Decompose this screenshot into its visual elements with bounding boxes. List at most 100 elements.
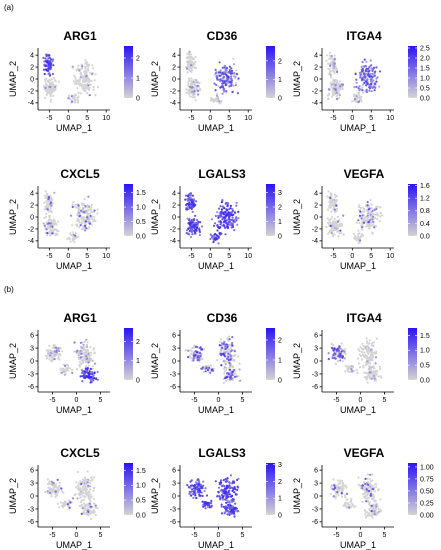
cell-point [190, 77, 193, 80]
cell-point [329, 221, 332, 224]
cell-point [372, 370, 375, 373]
x-axis-label: UMAP_1 [340, 405, 376, 415]
cell-point [86, 481, 89, 484]
cell-point [372, 488, 375, 491]
cell-point [81, 65, 84, 68]
cell-point [70, 95, 73, 98]
cell-point [226, 208, 229, 212]
cell-point [336, 225, 339, 228]
y-tick-label: 6 [172, 468, 176, 475]
cell-point [364, 477, 367, 480]
cell-point [55, 494, 59, 497]
cell-point [330, 86, 333, 89]
cell-point [372, 215, 375, 218]
panel-title: ITGA4 [346, 29, 382, 43]
cell-point [92, 85, 95, 89]
cell-point [369, 359, 372, 362]
cell-point [84, 205, 87, 208]
cell-point [83, 370, 86, 373]
cell-point [80, 362, 83, 366]
cell-point [77, 64, 80, 67]
x-tick-label: -5 [49, 397, 55, 404]
cell-point [78, 84, 82, 87]
cell-point [48, 83, 52, 86]
x-tick-label: 5 [227, 253, 231, 260]
cell-point [334, 362, 337, 365]
cell-point [81, 371, 84, 375]
cell-point [199, 494, 202, 497]
cell-point [93, 352, 96, 355]
cell-point [365, 84, 368, 87]
cell-point [239, 379, 242, 382]
cell-point [335, 207, 339, 210]
cell-point [81, 341, 84, 344]
cell-point [190, 350, 193, 353]
cell-point [366, 344, 369, 347]
cell-point [214, 68, 217, 71]
cell-point [188, 53, 191, 56]
cell-point [222, 211, 225, 214]
cell-point [377, 214, 380, 217]
colorbar-tick-label: 3 [278, 190, 282, 197]
cell-point [375, 80, 378, 83]
cell-point [190, 218, 193, 221]
cell-point [365, 67, 368, 70]
cell-point [74, 203, 77, 207]
colorbar-tick-label: 3 [278, 462, 282, 469]
cell-point [74, 205, 77, 208]
cell-point [93, 218, 96, 221]
x-axis-label: UMAP_1 [340, 540, 376, 550]
cell-point [233, 372, 236, 375]
cell-point [332, 66, 335, 70]
cell-point [224, 345, 227, 348]
cell-point [46, 490, 49, 493]
colorbar-tick-label: 0.5 [136, 498, 146, 505]
cell-point [224, 84, 227, 87]
cell-point [192, 493, 195, 496]
cell-point [358, 349, 361, 352]
cell-point [212, 240, 215, 244]
cell-point [87, 506, 90, 509]
cell-point [355, 369, 358, 372]
cell-point [234, 493, 237, 496]
cell-point [368, 514, 371, 517]
cell-point [210, 499, 213, 502]
cell-point [186, 484, 189, 487]
cell-point [96, 212, 99, 215]
cell-point [199, 354, 202, 357]
cell-point [187, 194, 190, 198]
cell-point [72, 238, 75, 241]
cell-point [190, 64, 193, 67]
cell-point [223, 216, 226, 219]
cell-point [82, 502, 86, 505]
cell-point [221, 72, 224, 75]
cell-point [336, 70, 339, 73]
cell-point [334, 84, 337, 87]
cell-point [210, 218, 214, 221]
cell-point [86, 216, 89, 219]
cell-point [51, 81, 54, 84]
x-axis-label: UMAP_1 [56, 405, 92, 415]
cell-point [216, 77, 219, 80]
cell-point [378, 367, 382, 371]
cell-point [373, 74, 376, 77]
cell-point [221, 82, 224, 85]
cell-point [228, 500, 231, 503]
cell-point [75, 486, 78, 489]
cell-point [52, 64, 55, 67]
cell-point [355, 78, 358, 81]
cell-point [217, 242, 220, 245]
cell-point [188, 229, 191, 233]
cell-point [91, 211, 94, 214]
cell-point [224, 363, 227, 366]
cell-point [369, 349, 373, 352]
cell-point [359, 484, 362, 488]
cell-point [45, 68, 48, 71]
colorbar-tick-label: 2 [278, 205, 282, 212]
y-tick-label: -4 [312, 100, 318, 107]
x-tick-label: 0 [74, 397, 78, 404]
cell-point [220, 85, 223, 88]
cell-point [373, 208, 376, 211]
